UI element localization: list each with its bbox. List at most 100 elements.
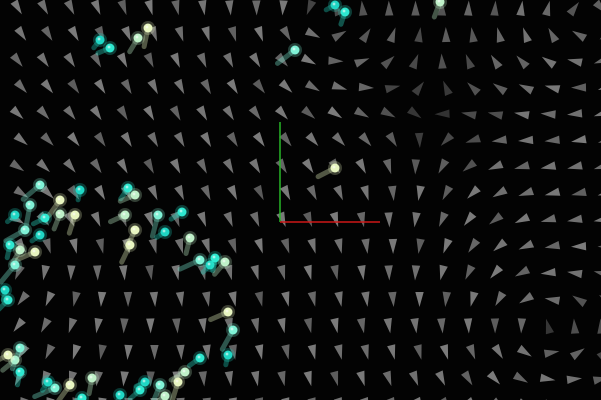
field-arrow-icon	[301, 158, 314, 174]
field-arrow-icon	[172, 318, 181, 334]
field-arrow-icon	[307, 344, 316, 360]
field-arrow-icon	[45, 343, 56, 360]
field-arrow-icon	[223, 211, 233, 227]
field-arrow-icon	[469, 27, 478, 43]
field-arrow-icon	[462, 159, 477, 172]
field-arrow-icon	[385, 131, 397, 147]
field-arrow-icon	[279, 0, 288, 16]
field-arrow-icon	[438, 53, 447, 69]
field-arrow-icon	[89, 105, 102, 121]
field-arrow-icon	[408, 54, 419, 70]
field-arrow-icon	[518, 239, 535, 250]
field-arrow-icon	[572, 30, 588, 42]
field-arrow-icon	[14, 25, 27, 41]
field-arrow-icon	[171, 0, 180, 16]
particle-glow-icon	[338, 5, 352, 27]
field-arrow-icon	[414, 132, 424, 148]
field-arrow-icon	[41, 25, 53, 41]
field-arrow-icon	[491, 343, 503, 359]
field-arrow-icon	[544, 85, 561, 94]
field-arrow-icon	[224, 264, 233, 281]
field-arrow-icon	[358, 28, 371, 44]
field-arrow-icon	[327, 106, 343, 119]
field-arrow-icon	[307, 291, 316, 307]
particle-glow-icon	[3, 238, 17, 261]
field-arrow-icon	[465, 344, 476, 360]
field-arrow-icon	[592, 376, 601, 385]
field-arrow-icon	[277, 317, 286, 334]
field-arrow-icon	[544, 187, 561, 196]
field-arrow-icon	[597, 140, 601, 143]
field-arrow-icon	[173, 78, 185, 95]
field-arrow-icon	[200, 131, 212, 148]
field-arrow-icon	[356, 317, 366, 334]
particle-glow-icon	[51, 207, 67, 232]
field-arrow-icon	[13, 132, 28, 146]
field-arrow-icon	[120, 78, 132, 95]
field-arrow-icon	[274, 105, 288, 120]
field-arrow-icon	[518, 187, 534, 196]
field-arrow-icon	[597, 318, 601, 334]
field-arrow-icon	[278, 79, 293, 93]
field-arrow-icon	[356, 370, 365, 387]
field-arrow-icon	[385, 0, 394, 16]
field-arrow-icon	[277, 370, 286, 387]
field-arrow-icon	[196, 105, 208, 121]
field-arrow-icon	[359, 0, 368, 16]
field-arrow-icon	[46, 397, 55, 400]
field-arrow-icon	[330, 264, 339, 281]
field-arrow-icon	[300, 53, 317, 65]
field-arrow-icon	[197, 264, 206, 281]
field-arrow-icon	[143, 105, 155, 121]
field-arrow-icon	[306, 184, 317, 201]
particle-glow-icon	[9, 341, 27, 372]
particle-glow-icon	[186, 351, 207, 369]
field-arrow-icon	[37, 0, 49, 15]
particle-glow-icon	[155, 389, 172, 400]
field-arrow-icon	[442, 291, 451, 307]
field-arrow-icon	[468, 237, 481, 253]
field-arrow-icon	[411, 0, 420, 16]
field-arrow-icon	[435, 370, 446, 386]
field-arrow-icon	[463, 318, 473, 334]
field-arrow-icon	[512, 371, 528, 383]
field-arrow-icon	[250, 317, 260, 334]
field-arrow-icon	[20, 397, 29, 400]
field-arrow-icon	[388, 185, 397, 201]
field-arrow-icon	[305, 132, 319, 147]
field-arrow-icon	[567, 269, 583, 279]
field-arrow-icon	[443, 80, 453, 96]
field-arrow-icon	[514, 161, 530, 170]
field-arrow-icon	[496, 27, 505, 43]
field-arrow-icon	[388, 238, 398, 254]
field-arrow-icon	[202, 344, 211, 360]
field-arrow-icon	[9, 159, 25, 172]
particle-glow-icon	[315, 161, 342, 180]
field-arrow-icon	[198, 0, 207, 16]
particle-glow-icon	[275, 43, 302, 66]
field-arrow-icon	[567, 161, 583, 170]
field-arrow-icon	[518, 135, 534, 145]
field-arrow-icon	[279, 184, 291, 201]
field-arrow-icon	[147, 184, 158, 201]
field-arrow-icon	[440, 396, 447, 400]
field-arrow-icon	[17, 291, 30, 306]
field-arrow-icon	[124, 344, 133, 360]
field-arrow-icon	[68, 317, 78, 334]
particle-glow-icon	[85, 371, 99, 397]
particle-glow-icon	[168, 205, 189, 222]
particle-glow-icon	[323, 0, 342, 13]
field-arrow-icon	[439, 211, 449, 227]
field-arrow-icon	[303, 370, 312, 387]
field-arrow-icon	[329, 211, 339, 228]
field-arrow-icon	[384, 265, 393, 281]
particle-glow-icon	[30, 211, 52, 227]
field-arrow-icon	[303, 264, 312, 281]
field-arrow-icon	[225, 0, 234, 16]
field-arrow-icon	[358, 82, 374, 92]
field-arrow-icon	[542, 0, 551, 17]
field-arrow-icon	[440, 132, 455, 146]
field-arrow-icon	[149, 291, 158, 307]
